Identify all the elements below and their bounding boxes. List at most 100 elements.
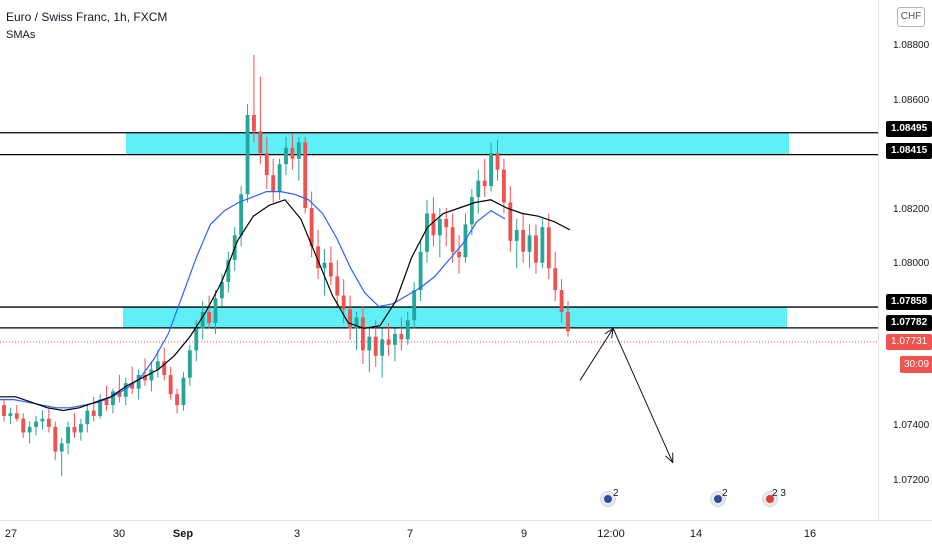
candle-body: [296, 142, 301, 159]
candle-body: [8, 413, 13, 416]
sma-line: [0, 199, 571, 412]
price-level-badge: 1.07782: [886, 315, 932, 331]
candle-body: [207, 312, 212, 323]
last-price-badge: 1.07731: [886, 334, 932, 350]
candle-body: [444, 218, 449, 228]
price-level-badge: 1.08415: [886, 143, 932, 159]
candle-body: [437, 218, 442, 236]
candle-body: [469, 197, 474, 225]
economic-event-icon[interactable]: [710, 491, 726, 507]
candle-body: [200, 312, 205, 329]
candle-body: [27, 426, 32, 433]
candle-body: [143, 374, 147, 381]
annotation-arrow: [579, 327, 674, 463]
candle-body: [59, 443, 64, 452]
candle-body: [514, 229, 519, 241]
candle-body: [348, 309, 353, 329]
candle-body: [187, 350, 192, 378]
sma-line: [0, 191, 506, 409]
candle-body: [245, 114, 250, 195]
arrow-head: [665, 452, 674, 464]
candle-body: [316, 246, 320, 269]
candle-body: [72, 426, 77, 433]
zone-rect: [126, 132, 789, 155]
candle-body: [393, 333, 397, 345]
candle-body: [277, 164, 282, 192]
candle-body: [521, 229, 526, 252]
price-axis-border: [878, 0, 879, 520]
candle-body: [175, 394, 179, 406]
event-count: 2 3: [772, 488, 786, 499]
candle-body: [418, 251, 423, 291]
x-tick: 7: [406, 528, 414, 540]
candle-body: [354, 317, 359, 329]
candle-body: [303, 142, 308, 208]
candle-body: [322, 262, 327, 269]
candle-body: [335, 276, 340, 296]
candle-body: [534, 235, 538, 263]
y-tick: 1.07200: [893, 475, 930, 486]
candle-body: [123, 383, 128, 397]
candle-body: [226, 260, 231, 282]
event-count: 2: [613, 488, 619, 499]
candle-body: [239, 194, 244, 236]
time-axis-border: [0, 520, 932, 521]
candle-body: [508, 202, 513, 241]
candle-body: [98, 399, 103, 416]
currency-button[interactable]: CHF: [897, 7, 925, 27]
candle-body: [40, 418, 45, 422]
candle-body: [290, 147, 295, 159]
indicator-label[interactable]: SMAs: [6, 29, 36, 41]
candle-body: [527, 235, 532, 252]
candle-body: [399, 333, 404, 340]
candle-body: [104, 399, 109, 406]
candle-body: [136, 374, 141, 389]
candle-body: [367, 336, 372, 351]
candle-body: [168, 374, 173, 395]
candle-body: [553, 268, 558, 291]
candle-body: [85, 410, 90, 425]
x-tick: Sep: [172, 528, 194, 540]
candle-body: [91, 410, 96, 416]
candle-body: [501, 169, 506, 203]
x-tick: 3: [293, 528, 301, 540]
candle-body: [341, 295, 346, 310]
candle-body: [78, 424, 83, 433]
x-tick: 9: [520, 528, 528, 540]
y-tick: 1.08000: [893, 258, 930, 269]
y-tick: 1.07400: [893, 420, 930, 431]
candle-body: [425, 213, 429, 252]
candle-body: [495, 153, 500, 170]
candle-body: [566, 312, 570, 332]
candle-body: [252, 114, 256, 132]
candle-body: [34, 421, 38, 427]
y-tick: 1.08800: [893, 40, 930, 51]
candle-body: [66, 426, 71, 444]
x-tick: 30: [112, 528, 126, 540]
candle-body: [213, 298, 218, 323]
candle-body: [309, 208, 314, 247]
candle-body: [380, 339, 385, 356]
candle-body: [155, 361, 160, 370]
arrow-head: [604, 327, 614, 339]
economic-event-icon[interactable]: [762, 491, 778, 507]
candle-body: [559, 290, 564, 312]
candle-body: [457, 251, 461, 258]
candle-body: [476, 180, 481, 198]
chart-title: Euro / Swiss Franc, 1h, FXCM: [6, 10, 168, 24]
candle-body: [412, 290, 417, 321]
candle-body: [360, 317, 365, 351]
x-tick: 16: [803, 528, 817, 540]
candle-body: [284, 147, 288, 165]
candle-body: [117, 391, 122, 397]
candle-body: [130, 383, 135, 389]
candle-body: [14, 413, 19, 419]
candle-body: [264, 153, 269, 176]
economic-event-icon[interactable]: [600, 491, 616, 507]
x-tick: 14: [689, 528, 703, 540]
candle-body: [46, 418, 51, 427]
candle-body: [162, 361, 167, 375]
candle-body: [450, 227, 455, 252]
candle-body: [258, 131, 263, 154]
